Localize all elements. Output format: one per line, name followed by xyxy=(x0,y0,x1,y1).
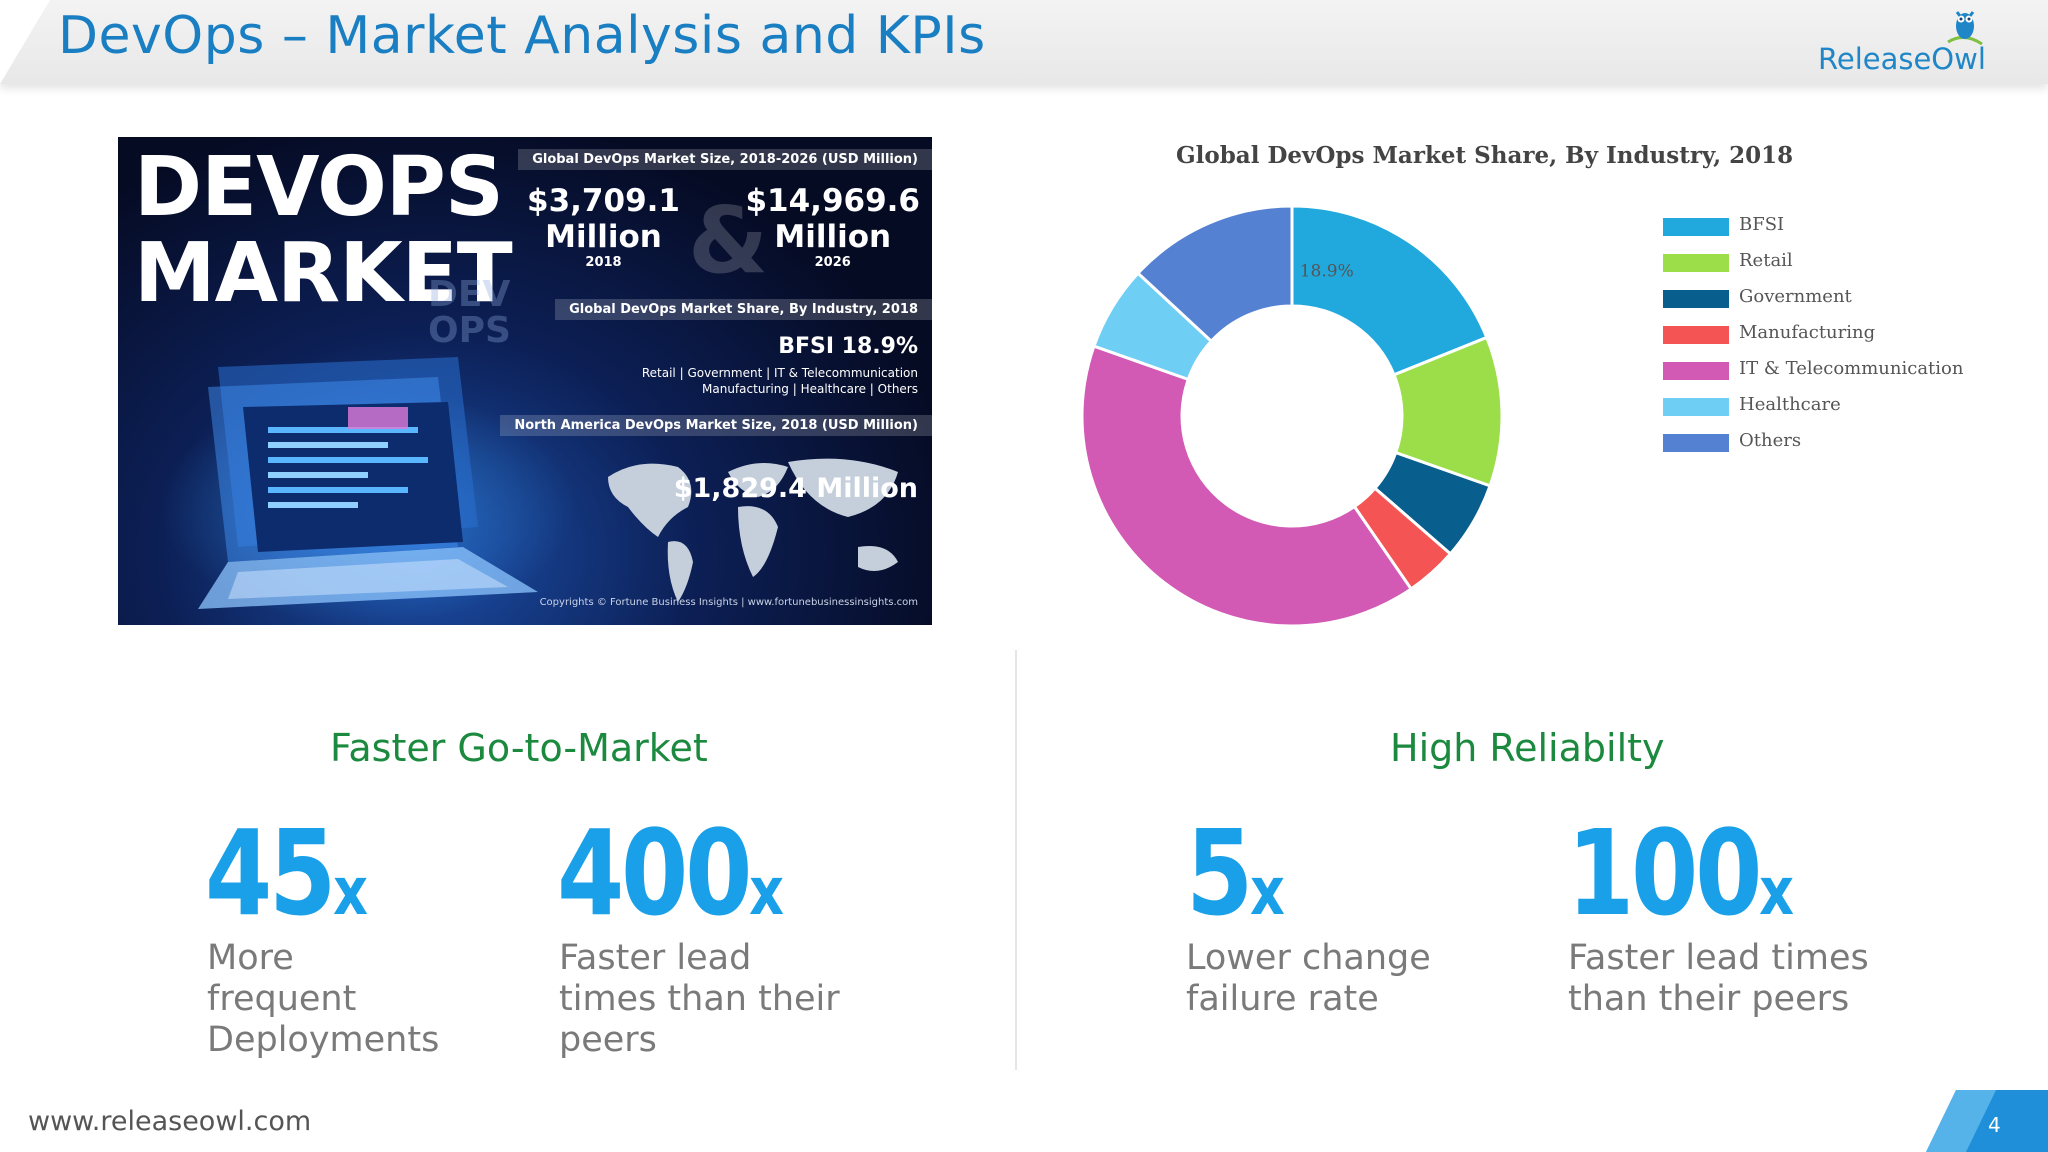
kpi-number: 45 xyxy=(205,804,336,942)
legend-label: Government xyxy=(1739,286,1852,307)
legend-label: BFSI xyxy=(1739,214,1785,235)
market-share-donut-chart: 18.9% xyxy=(1080,204,1504,628)
year-2018: 2018 xyxy=(585,255,622,270)
kpi-failure-rate-description: Lower change failure rate xyxy=(1186,938,1431,1020)
owl-icon xyxy=(1947,11,1983,46)
laptop-illustration xyxy=(198,357,538,609)
legend-label: Retail xyxy=(1739,250,1793,271)
footer-url: www.releaseowl.com xyxy=(28,1106,312,1137)
copyright-note: Copyrights © Fortune Business Insights |… xyxy=(539,597,918,608)
bfsi-share: BFSI 18.9% xyxy=(778,334,918,359)
share-label: Global DevOps Market Share, By Industry,… xyxy=(555,299,932,320)
heading-line-1: DEVOPS xyxy=(134,140,504,235)
desc-line: Deployments xyxy=(207,1020,440,1060)
donut-slice-it-telecommunication xyxy=(1080,344,1414,628)
desc-line: Faster lead times xyxy=(1568,938,1869,978)
page-number: 4 xyxy=(1988,1113,2001,1137)
value-2026-block: $14,969.6 Million 2026 xyxy=(745,183,920,270)
desc-line: More xyxy=(207,938,294,978)
faster-go-to-market-heading: Faster Go-to-Market xyxy=(330,726,708,770)
legend-item: Government xyxy=(1663,286,1983,322)
value-2018-block: $3,709.1 Million 2018 xyxy=(527,183,680,270)
desc-line: Lower change xyxy=(1186,938,1431,978)
legend-item: IT & Telecommunication xyxy=(1663,358,1983,394)
high-reliability-heading: High Reliabilty xyxy=(1390,726,1665,770)
world-map-icon xyxy=(608,458,898,602)
legend-item: Others xyxy=(1663,430,1983,466)
desc-line: than their peers xyxy=(1568,979,1850,1019)
legend-item: Manufacturing xyxy=(1663,322,1983,358)
slide-title: DevOps – Market Analysis and KPIs xyxy=(58,6,986,66)
donut-slice-others xyxy=(1135,204,1294,344)
logo-text: ReleaseOwl xyxy=(1818,42,1986,76)
devops-market-infographic: DEVOPS MARKET DEV OPS & Global DevOps Ma… xyxy=(118,137,932,625)
devops-watermark: DEV OPS xyxy=(428,277,511,349)
legend-label: Manufacturing xyxy=(1739,322,1876,343)
desc-line: times than their xyxy=(559,979,840,1019)
donut-data-label: 18.9% xyxy=(1300,261,1354,281)
kpi-number: 400 xyxy=(557,804,752,942)
legend-swatch xyxy=(1663,290,1729,308)
value-2018: $3,709.1 xyxy=(527,183,680,219)
legend-label: Healthcare xyxy=(1739,394,1841,415)
legend-swatch xyxy=(1663,218,1729,236)
legend-item: Retail xyxy=(1663,250,1983,286)
watermark-line-1: DEV xyxy=(428,274,511,315)
kpi-deployments-description: More frequent Deployments xyxy=(207,938,439,1061)
kpi-suffix: x xyxy=(1759,853,1795,930)
chart-title: Global DevOps Market Share, By Industry,… xyxy=(1176,142,1794,169)
kpi-deployments-number: 45x xyxy=(205,814,369,964)
legend-swatch xyxy=(1663,254,1729,272)
desc-line: peers xyxy=(559,1020,657,1060)
legend-swatch xyxy=(1663,434,1729,452)
kpi-suffix: x xyxy=(1250,853,1285,930)
desc-line: failure rate xyxy=(1186,979,1379,1019)
kpi-failure-rate-number: 5x xyxy=(1186,814,1285,964)
kpi-number: 5 xyxy=(1186,804,1253,942)
legend-swatch xyxy=(1663,398,1729,416)
desc-line: Faster lead xyxy=(559,938,752,978)
kpi-lead-times-number: 400x xyxy=(557,814,785,964)
value-2026-unit: Million xyxy=(774,219,892,255)
legend-label: IT & Telecommunication xyxy=(1739,358,1964,379)
slide-header xyxy=(0,0,2048,84)
desc-line: frequent xyxy=(207,979,357,1019)
legend-label: Others xyxy=(1739,430,1802,451)
legend-item: Healthcare xyxy=(1663,394,1983,430)
kpi-peer-lead-times-description: Faster lead times than their peers xyxy=(1568,938,1869,1020)
north-america-label: North America DevOps Market Size, 2018 (… xyxy=(500,415,932,436)
legend-swatch xyxy=(1663,362,1729,380)
header-corner-cut xyxy=(0,0,50,84)
value-2026: $14,969.6 xyxy=(745,183,920,219)
ampersand-decoration: & xyxy=(688,187,769,294)
watermark-line-2: OPS xyxy=(428,310,511,351)
kpi-lead-times-description: Faster lead times than their peers xyxy=(559,938,840,1061)
heading-line-2: MARKET xyxy=(134,226,513,321)
kpi-peer-lead-times-number: 100x xyxy=(1567,814,1795,964)
north-america-value: $1,829.4 Million xyxy=(673,473,918,504)
market-size-label: Global DevOps Market Size, 2018-2026 (US… xyxy=(518,149,932,170)
chart-legend: BFSI Retail Government Manufacturing IT & Te… xyxy=(1663,214,1983,466)
infographic-heading: DEVOPS MARKET xyxy=(134,140,513,321)
releaseowl-logo: ReleaseOwl xyxy=(1818,2,1998,82)
industries-line-2: Manufacturing | Healthcare | Others xyxy=(702,382,918,396)
value-2018-unit: Million xyxy=(545,219,662,255)
kpi-suffix: x xyxy=(333,853,369,930)
year-2026: 2026 xyxy=(814,255,851,270)
legend-item: BFSI xyxy=(1663,214,1983,250)
donut-slice-bfsi xyxy=(1290,204,1489,377)
kpi-number: 100 xyxy=(1567,804,1762,942)
page-corner-decoration xyxy=(1926,1090,2048,1152)
industries-line-1: Retail | Government | IT & Telecommunica… xyxy=(641,366,918,380)
legend-swatch xyxy=(1663,326,1729,344)
kpi-suffix: x xyxy=(749,853,785,930)
section-divider xyxy=(1015,650,1017,1070)
